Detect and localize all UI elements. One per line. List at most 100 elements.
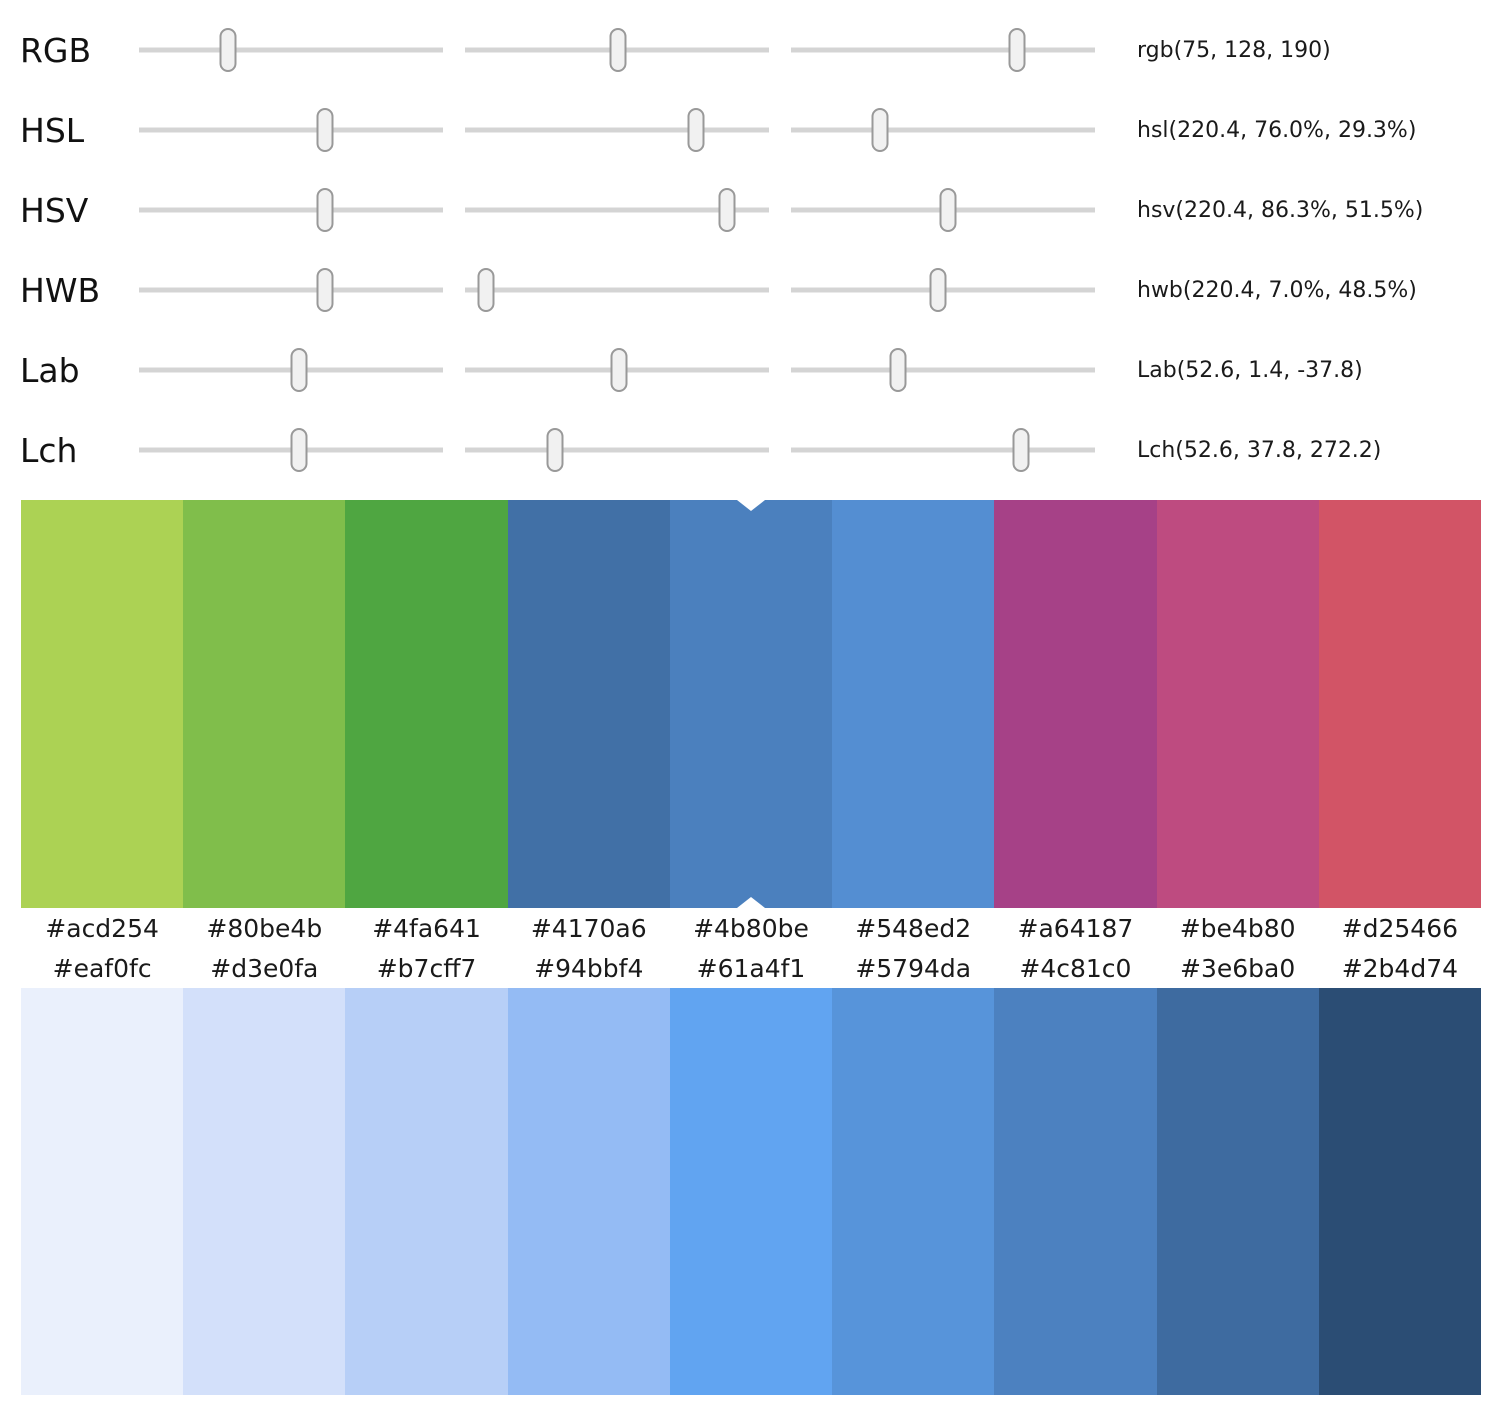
hwb-hue-slider-track[interactable] — [139, 268, 443, 312]
slider-row-hsv: HSV hsv(220.4, 86.3%, 51.5%) — [0, 170, 1501, 250]
hue-palette-swatch[interactable] — [832, 500, 995, 908]
slider-track-line — [465, 127, 769, 133]
hue-palette — [21, 500, 1481, 908]
hsl-lightness-slider-handle[interactable] — [871, 108, 889, 152]
hwb-blackness-slider-track[interactable] — [791, 268, 1095, 312]
shade-palette-swatch[interactable] — [832, 988, 995, 1395]
swatch-hex-label: #4170a6 — [530, 913, 647, 943]
slider-track-line — [139, 207, 443, 213]
slider-row-hwb: HWB hwb(220.4, 7.0%, 48.5%) — [0, 250, 1501, 330]
swatch-hex-label: #548ed2 — [855, 913, 972, 943]
swatch-hex-label: #be4b80 — [1179, 913, 1296, 943]
lab-b-slider-handle[interactable] — [889, 348, 907, 392]
hsv-value-slider-track[interactable] — [791, 188, 1095, 232]
hue-palette-swatch-selected[interactable] — [669, 500, 833, 908]
hsl-saturation-slider-handle[interactable] — [687, 108, 705, 152]
shade-palette-swatch[interactable] — [507, 988, 670, 1395]
hwb-hue-slider-handle[interactable] — [316, 268, 334, 312]
hue-palette-swatch[interactable] — [994, 500, 1157, 908]
selected-swatch-marker-bottom-icon — [737, 897, 765, 908]
hwb-whiteness-slider-handle[interactable] — [477, 268, 495, 312]
colorspace-label-rgb: RGB — [20, 30, 92, 70]
hsl-lightness-slider-track[interactable] — [791, 108, 1095, 152]
colorspace-label-hsv: HSV — [20, 190, 89, 230]
slider-row-rgb: RGB rgb(75, 128, 190) — [0, 10, 1501, 90]
hue-palette-swatch[interactable] — [183, 500, 346, 908]
swatch-hex-label: #d25466 — [1341, 913, 1459, 943]
lch-l-slider-handle[interactable] — [290, 428, 308, 472]
swatch-hex-label: #d3e0fa — [210, 953, 319, 983]
shade-palette — [21, 988, 1481, 1395]
rgb-green-slider-handle[interactable] — [609, 28, 627, 72]
swatch-hex-label: #4fa641 — [372, 913, 481, 943]
slider-row-hsl: HSL hsl(220.4, 76.0%, 29.3%) — [0, 90, 1501, 170]
lab-b-slider-track[interactable] — [791, 348, 1095, 392]
lab-a-slider-track[interactable] — [465, 348, 769, 392]
shade-palette-swatch[interactable] — [183, 988, 346, 1395]
hue-palette-swatch[interactable] — [21, 500, 184, 908]
hsv-saturation-slider-track[interactable] — [465, 188, 769, 232]
hsv-saturation-slider-handle[interactable] — [718, 188, 736, 232]
lab-value-readout: Lab(52.6, 1.4, -37.8) — [1137, 357, 1363, 383]
lch-value-readout: Lch(52.6, 37.8, 272.2) — [1137, 437, 1382, 463]
hwb-blackness-slider-handle[interactable] — [929, 268, 947, 312]
lch-chroma-slider-track[interactable] — [465, 428, 769, 472]
slider-track-line — [139, 127, 443, 133]
rgb-blue-slider-track[interactable] — [791, 28, 1095, 72]
hue-palette-swatch[interactable] — [507, 500, 670, 908]
colorspace-label-lab: Lab — [20, 350, 80, 390]
slider-row-lch: Lch Lch(52.6, 37.8, 272.2) — [0, 410, 1501, 490]
shade-palette-swatch[interactable] — [994, 988, 1157, 1395]
hsv-value-slider-handle[interactable] — [939, 188, 957, 232]
shade-palette-swatch[interactable] — [21, 988, 184, 1395]
lab-l-slider-handle[interactable] — [290, 348, 308, 392]
shade-palette-swatch[interactable] — [345, 988, 508, 1395]
slider-track-line — [791, 47, 1095, 53]
hsl-value-readout: hsl(220.4, 76.0%, 29.3%) — [1137, 117, 1417, 143]
rgb-red-slider-handle[interactable] — [219, 28, 237, 72]
slider-track-line — [139, 47, 443, 53]
slider-row-lab: Lab Lab(52.6, 1.4, -37.8) — [0, 330, 1501, 410]
slider-track-line — [465, 287, 769, 293]
swatch-hex-label: #94bbf4 — [534, 953, 644, 983]
rgb-blue-slider-handle[interactable] — [1008, 28, 1026, 72]
hsl-saturation-slider-track[interactable] — [465, 108, 769, 152]
swatch-hex-label: #b7cff7 — [376, 953, 477, 983]
hsv-value-readout: hsv(220.4, 86.3%, 51.5%) — [1137, 197, 1424, 223]
hsv-hue-slider-track[interactable] — [139, 188, 443, 232]
lab-l-slider-track[interactable] — [139, 348, 443, 392]
hue-palette-swatch[interactable] — [1318, 500, 1481, 908]
swatch-hex-label: #3e6ba0 — [1180, 953, 1296, 983]
rgb-green-slider-track[interactable] — [465, 28, 769, 72]
hsl-hue-slider-handle[interactable] — [316, 108, 334, 152]
lch-hue-slider-handle[interactable] — [1012, 428, 1030, 472]
shade-palette-swatch[interactable] — [1318, 988, 1481, 1395]
hsv-hue-slider-handle[interactable] — [316, 188, 334, 232]
selected-swatch-marker-top-icon — [737, 500, 765, 511]
swatch-hex-label: #61a4f1 — [696, 953, 806, 983]
hwb-whiteness-slider-track[interactable] — [465, 268, 769, 312]
slider-track-line — [139, 287, 443, 293]
swatch-hex-label: #4b80be — [693, 913, 809, 943]
hue-palette-swatch[interactable] — [345, 500, 508, 908]
color-sliders-panel: RGB rgb(75, 128, 190) HSL hsl(220.4, — [0, 0, 1501, 490]
lab-a-slider-handle[interactable] — [610, 348, 628, 392]
hue-palette-hex-labels: #acd254 #80be4b #4fa641 #4170a6 #4b80be … — [21, 908, 1481, 948]
hsl-hue-slider-track[interactable] — [139, 108, 443, 152]
hue-palette-swatch[interactable] — [1156, 500, 1319, 908]
swatch-hex-label: #5794da — [855, 953, 972, 983]
colorspace-label-lch: Lch — [20, 430, 78, 470]
slider-track-line — [465, 447, 769, 453]
lch-hue-slider-track[interactable] — [791, 428, 1095, 472]
colorspace-label-hwb: HWB — [20, 270, 101, 310]
swatch-hex-label: #eaf0fc — [52, 953, 152, 983]
lch-l-slider-track[interactable] — [139, 428, 443, 472]
rgb-red-slider-track[interactable] — [139, 28, 443, 72]
shade-palette-swatch[interactable] — [669, 988, 833, 1395]
lch-chroma-slider-handle[interactable] — [546, 428, 564, 472]
hwb-value-readout: hwb(220.4, 7.0%, 48.5%) — [1137, 277, 1417, 303]
slider-track-line — [465, 207, 769, 213]
swatch-hex-label: #a64187 — [1017, 913, 1134, 943]
shade-palette-swatch[interactable] — [1156, 988, 1319, 1395]
slider-track-line — [791, 127, 1095, 133]
